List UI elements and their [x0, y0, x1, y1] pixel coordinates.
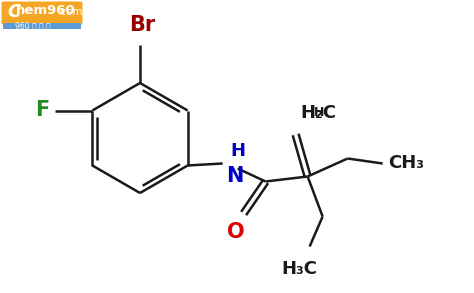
- FancyBboxPatch shape: [1, 1, 82, 25]
- Text: 960 化 工 网: 960 化 工 网: [15, 21, 51, 30]
- Text: C: C: [7, 3, 20, 21]
- Text: CH₃: CH₃: [388, 154, 424, 173]
- Text: F: F: [35, 100, 49, 120]
- Text: H: H: [314, 105, 324, 118]
- Text: H₃C: H₃C: [282, 260, 318, 277]
- Text: hem960: hem960: [16, 4, 76, 18]
- Text: Br: Br: [129, 15, 155, 35]
- Text: H: H: [231, 142, 246, 161]
- Bar: [3, 23, 81, 29]
- Text: O: O: [227, 222, 245, 241]
- Text: H₂C: H₂C: [301, 105, 337, 122]
- Text: N: N: [226, 166, 243, 187]
- Text: .com: .com: [58, 7, 83, 17]
